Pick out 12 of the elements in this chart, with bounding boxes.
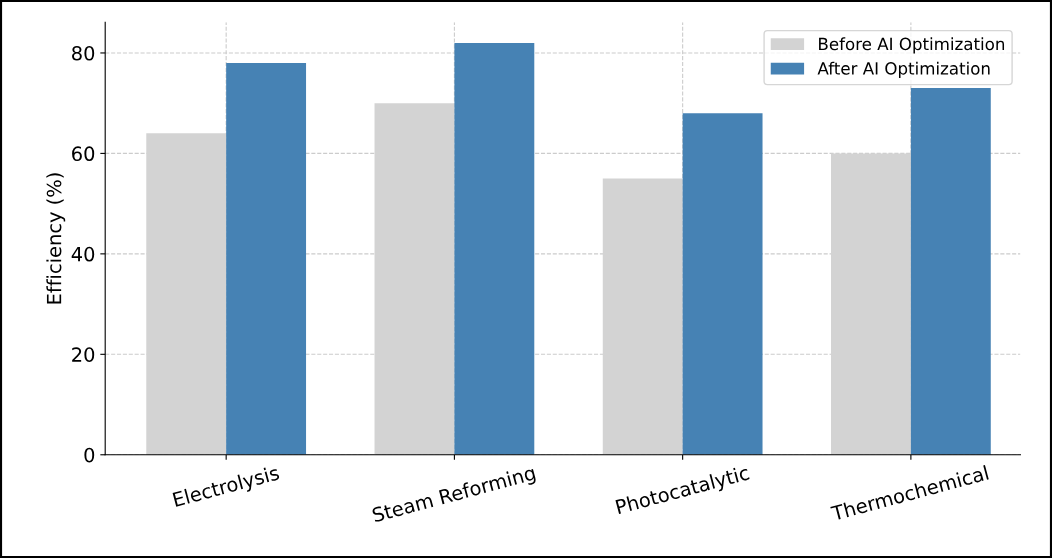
y-tick-label: 40 xyxy=(71,246,95,262)
y-tick-label: 80 xyxy=(72,45,95,61)
bar xyxy=(454,42,535,455)
bar xyxy=(226,63,307,455)
bar xyxy=(682,113,763,455)
y-tick-label: 0 xyxy=(84,447,95,463)
legend-label: After AI Optimization xyxy=(817,61,990,78)
y-axis-title: Efficiency (%) xyxy=(46,173,66,304)
y-tick-label: 20 xyxy=(72,347,95,362)
legend-label: Before AI Optimization xyxy=(819,37,1005,54)
y-tick-label: 60 xyxy=(72,146,95,162)
bar xyxy=(910,88,991,455)
